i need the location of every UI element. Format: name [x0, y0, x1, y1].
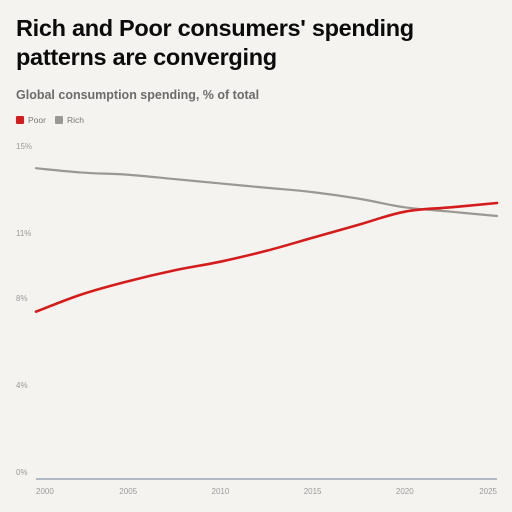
legend-label-rich: Rich	[66, 115, 84, 125]
chart-legend: Poor Rich	[16, 115, 93, 125]
legend-swatch-rich	[54, 116, 63, 124]
x-tick-label: 2010	[212, 487, 230, 496]
x-tick-label: 2015	[304, 487, 322, 496]
y-tick-label: 8%	[16, 294, 28, 303]
chart-title: Rich and Poor consumers' spending patter…	[16, 15, 414, 70]
y-tick-label: 4%	[16, 381, 28, 390]
x-tick-label: 2020	[396, 487, 414, 496]
legend-item-rich: Rich	[54, 115, 84, 125]
x-tick-label: 2025	[479, 487, 497, 496]
x-tick-label: 2000	[36, 487, 54, 496]
y-tick-label: 0%	[16, 468, 28, 477]
series-line-poor	[34, 201, 499, 313]
legend-label-poor: Poor	[28, 115, 46, 125]
legend-item-poor: Poor	[16, 115, 46, 125]
chart-subtitle: Global consumption spending, % of total	[16, 88, 260, 102]
legend-swatch-poor	[16, 116, 24, 124]
y-tick-label: 15%	[16, 142, 32, 151]
x-tick-label: 2005	[119, 487, 137, 496]
y-tick-label: 11%	[16, 229, 31, 238]
